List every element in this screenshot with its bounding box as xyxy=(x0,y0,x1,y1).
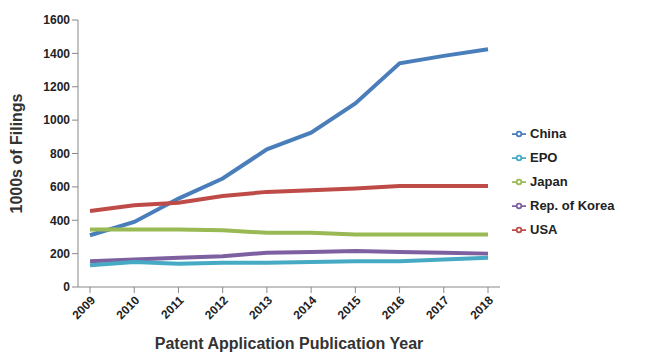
svg-text:2018: 2018 xyxy=(467,293,496,322)
html-text:EPO: EPO xyxy=(530,149,558,165)
html-text:China: China xyxy=(530,125,567,141)
svg-text:0: 0 xyxy=(63,280,70,294)
html-text:USA: USA xyxy=(530,221,558,237)
svg-text:Patent Application Publication: Patent Application Publication Year xyxy=(155,335,424,352)
svg-text:2010: 2010 xyxy=(114,293,143,322)
svg-text:200: 200 xyxy=(50,247,70,261)
svg-text:1000s of Filings: 1000s of Filings xyxy=(8,93,25,213)
svg-text:400: 400 xyxy=(50,214,70,228)
svg-text:2014: 2014 xyxy=(290,293,319,322)
svg-text:2009: 2009 xyxy=(69,293,98,322)
svg-text:2016: 2016 xyxy=(379,293,408,322)
svg-text:1600: 1600 xyxy=(43,13,70,27)
svg-text:1400: 1400 xyxy=(43,47,70,61)
svg-text:800: 800 xyxy=(50,147,70,161)
svg-text:1200: 1200 xyxy=(43,80,70,94)
svg-text:2015: 2015 xyxy=(335,293,364,322)
svg-text:2012: 2012 xyxy=(202,293,231,322)
svg-text:1000: 1000 xyxy=(43,113,70,127)
svg-text:2013: 2013 xyxy=(246,293,275,322)
svg-text:2011: 2011 xyxy=(158,293,187,322)
svg-text:2017: 2017 xyxy=(423,293,452,322)
svg-text:600: 600 xyxy=(50,180,70,194)
html-text:Rep. of Korea: Rep. of Korea xyxy=(530,197,615,213)
html-text:Japan: Japan xyxy=(530,173,568,189)
